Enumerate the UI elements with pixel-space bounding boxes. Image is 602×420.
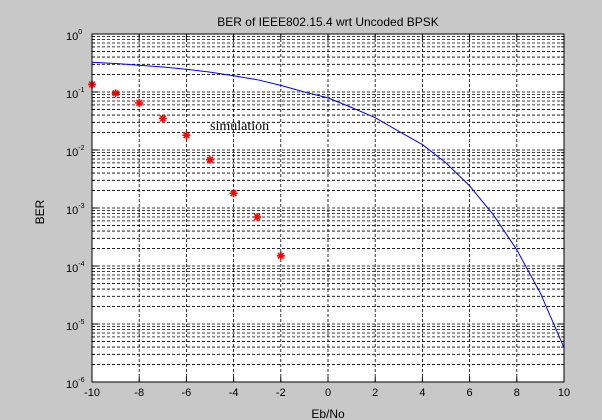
y-tick-label: 10-4 bbox=[66, 261, 85, 275]
simulation-marker bbox=[229, 189, 238, 198]
simulation-annotation: simulation bbox=[210, 119, 269, 134]
x-tick-label: -4 bbox=[229, 387, 239, 399]
simulation-marker bbox=[182, 131, 191, 140]
x-tick-label: 8 bbox=[514, 387, 520, 399]
series-layer bbox=[88, 61, 565, 348]
grid bbox=[92, 34, 564, 382]
y-tick-label: 100 bbox=[66, 29, 82, 43]
x-tick-label: 0 bbox=[325, 387, 331, 399]
x-axis-label: Eb/No bbox=[311, 407, 345, 420]
simulation-marker bbox=[111, 89, 120, 98]
theory-ber-line bbox=[91, 61, 565, 348]
x-tick-label: 2 bbox=[372, 387, 378, 399]
x-tick-label: 6 bbox=[467, 387, 473, 399]
simulation-marker bbox=[206, 155, 214, 164]
x-tick-label: 4 bbox=[419, 387, 425, 399]
y-tick-label: 10-2 bbox=[66, 145, 85, 159]
x-tick-label: -10 bbox=[84, 387, 100, 399]
simulation-marker bbox=[135, 98, 144, 107]
ticks: -10 -8 -6 -4 -2 0 2 4 6 8 10 100 10-1 10-2 10-3 10-4 10-… bbox=[66, 29, 570, 399]
x-tick-label: -8 bbox=[134, 387, 144, 399]
simulation-marker bbox=[276, 251, 285, 260]
y-tick-label: 10-5 bbox=[66, 319, 85, 333]
y-tick-label: 10-6 bbox=[66, 377, 85, 391]
chart-title: BER of IEEE802.15.4 wrt Uncoded BPSK bbox=[217, 15, 438, 29]
y-tick-label: 10-1 bbox=[66, 87, 85, 101]
simulation-marker bbox=[253, 213, 262, 221]
x-tick-label: -2 bbox=[276, 387, 286, 399]
x-tick-label: -6 bbox=[182, 387, 192, 399]
x-tick-label: 10 bbox=[558, 387, 570, 399]
simulation-marker bbox=[158, 114, 167, 123]
y-axis-label: BER bbox=[33, 199, 47, 224]
y-tick-label: 10-3 bbox=[66, 203, 85, 217]
